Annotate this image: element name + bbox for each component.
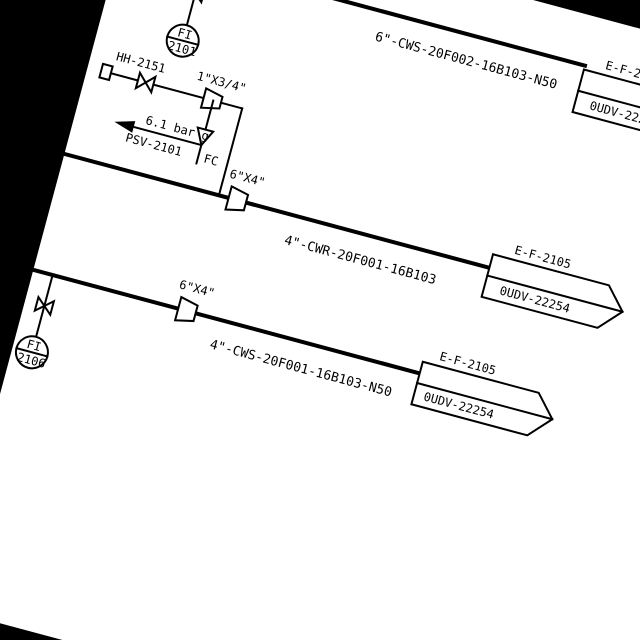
reducer-top-icon — [199, 86, 224, 110]
offpage-connector-1[interactable] — [571, 68, 640, 151]
reducer-cws-icon — [173, 295, 199, 323]
connector-divider — [577, 89, 640, 131]
connector-divider — [486, 274, 624, 313]
bubble-divider — [166, 35, 200, 47]
offpage-connector-2[interactable] — [480, 253, 629, 333]
process-line-cwr — [42, 146, 492, 271]
instrument-name-2: FI — [25, 337, 43, 354]
branch-line-vertical — [217, 107, 244, 197]
process-line-cws-top — [99, 0, 588, 69]
reducer-cwr-icon — [224, 184, 250, 212]
psv-discharge-line — [132, 125, 203, 147]
instrument-name-1: FI — [176, 25, 194, 42]
discharge-arrow-icon — [114, 121, 136, 133]
instrument-tap-line — [185, 0, 205, 28]
connector-divider — [415, 381, 554, 421]
offpage-connector-3[interactable] — [410, 360, 558, 441]
bubble-divider — [15, 346, 49, 358]
blind-flange-icon — [98, 62, 114, 82]
process-line-cws-bottom — [11, 262, 423, 376]
psv-valve-icon — [196, 126, 216, 148]
hand-valve-icon — [134, 70, 158, 95]
gate-valve-icon — [33, 294, 56, 318]
fail-mode: FC — [202, 151, 220, 168]
